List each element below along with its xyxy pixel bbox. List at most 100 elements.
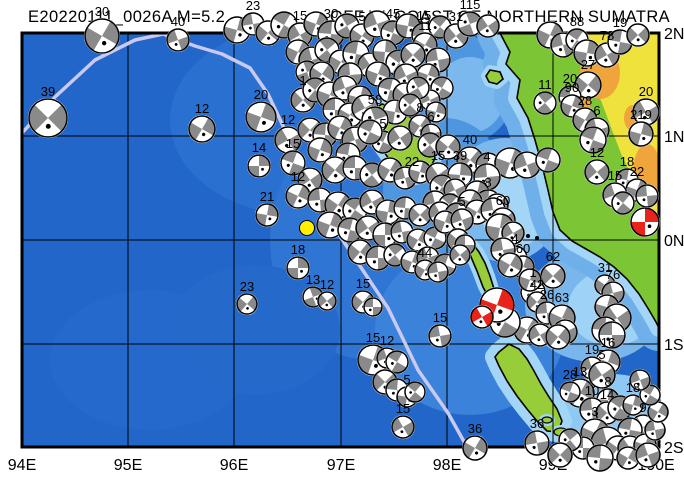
focal-mechanism [424, 100, 448, 124]
x-axis-label: 97E [327, 457, 355, 474]
depth-label: 90 [565, 80, 579, 95]
depth-label: 12 [320, 277, 334, 292]
focal-mechanism [523, 429, 551, 457]
focal-mechanism [362, 296, 384, 318]
focal-mechanism [534, 146, 562, 174]
depth-label: 4 [511, 231, 518, 246]
depth-label: 6 [427, 109, 434, 124]
focal-mechanism [461, 434, 489, 462]
focal-mechanism [403, 380, 427, 404]
focal-mechanism [634, 441, 662, 469]
depth-label: 63 [555, 290, 569, 305]
depth-label: 5 [379, 116, 386, 131]
y-axis-label: 1N [664, 129, 684, 146]
depth-label: 58 [368, 92, 382, 107]
depth-label: 5 [358, 9, 365, 24]
depth-label: 22 [630, 164, 644, 179]
depth-label: 11 [538, 77, 552, 92]
focal-mechanism [646, 400, 670, 424]
islet [535, 236, 539, 240]
depth-label: 39 [453, 148, 467, 163]
focal-mechanism [628, 368, 652, 392]
y-axis-label: 1S [664, 337, 684, 354]
depth-label: 60 [516, 241, 530, 256]
island-batu-1 [541, 416, 553, 424]
depth-label: 20 [254, 87, 268, 102]
depth-label: 31 [598, 260, 612, 275]
depth-label: 21 [260, 189, 274, 204]
x-axis-label: 94E [8, 457, 36, 474]
depth-label: 88 [570, 14, 584, 29]
focal-mechanism [254, 202, 280, 228]
depth-label: 12 [291, 169, 305, 184]
focal-mechanism [83, 17, 121, 55]
depth-label: 14 [252, 140, 266, 155]
focal-mechanism [634, 183, 660, 209]
x-axis-label: 96E [220, 457, 248, 474]
focal-mechanism [279, 149, 307, 177]
depth-label: 15 [608, 168, 622, 183]
depth-label: 5 [458, 194, 465, 209]
focal-mechanism [386, 124, 414, 152]
bathymetry-patch [170, 265, 340, 395]
focal-mechanism [165, 27, 191, 53]
focal-mechanism [496, 251, 524, 279]
focal-mechanism [517, 267, 543, 293]
depth-label: 39 [41, 84, 55, 99]
focal-mechanism [244, 100, 278, 134]
map-label: 22 [405, 154, 419, 169]
depth-label: 19 [613, 15, 627, 30]
x-axis-label: 95E [114, 457, 142, 474]
depth-label: 28 [578, 93, 592, 108]
focal-mechanism [187, 114, 217, 144]
depth-label: 76 [606, 267, 620, 282]
focal-mechanism [399, 41, 427, 69]
depth-label: 15 [433, 310, 447, 325]
depth-label: 30 [95, 4, 109, 19]
focal-mechanism [546, 441, 574, 469]
focal-mechanism [316, 290, 338, 312]
depth-label: 219 [630, 107, 652, 122]
depth-label: 1 [299, 73, 306, 88]
focal-mechanism [544, 323, 572, 351]
focal-mechanism [273, 125, 303, 155]
depth-label: 3 [591, 404, 598, 419]
depth-label: 15 [396, 401, 410, 416]
depth-label: 15 [431, 148, 445, 163]
depth-label: 18 [291, 242, 305, 257]
focal-mechanism [449, 207, 475, 233]
depth-label: 26 [540, 287, 554, 302]
plot-title-event: E20220111_0026A M=5.2 [28, 8, 225, 26]
depth-label: 12 [281, 112, 295, 127]
depth-label: 5 [598, 347, 605, 362]
depth-label: 36 [468, 421, 482, 436]
y-axis-label: 2S [664, 440, 684, 457]
focal-mechanism [583, 158, 611, 186]
focal-mechanism [356, 118, 384, 146]
depth-label: 20 [639, 84, 653, 99]
depth-label: 15 [366, 330, 380, 345]
depth-label: 30 [324, 6, 338, 21]
island-banyak [485, 69, 504, 85]
focal-mechanism [578, 125, 608, 155]
depth-label: 44 [418, 245, 432, 260]
depth-label: 18 [620, 154, 634, 169]
focal-mechanism [382, 242, 408, 268]
depth-label: 8 [484, 175, 491, 190]
depth-label: 12 [195, 101, 209, 116]
focal-mechanism [390, 414, 416, 440]
focal-mechanism [532, 90, 558, 116]
depth-label: 6 [593, 103, 600, 118]
depth-label: 27 [581, 57, 595, 72]
focal-mechanism [235, 292, 259, 316]
focal-mechanism [572, 38, 602, 68]
focal-mechanism [246, 153, 272, 179]
depth-label: 12 [380, 333, 394, 348]
depth-label: 4 [483, 149, 490, 164]
focal-mechanism [469, 304, 495, 330]
depth-label: 28 [563, 367, 577, 382]
y-axis-label: 0N [664, 233, 684, 250]
